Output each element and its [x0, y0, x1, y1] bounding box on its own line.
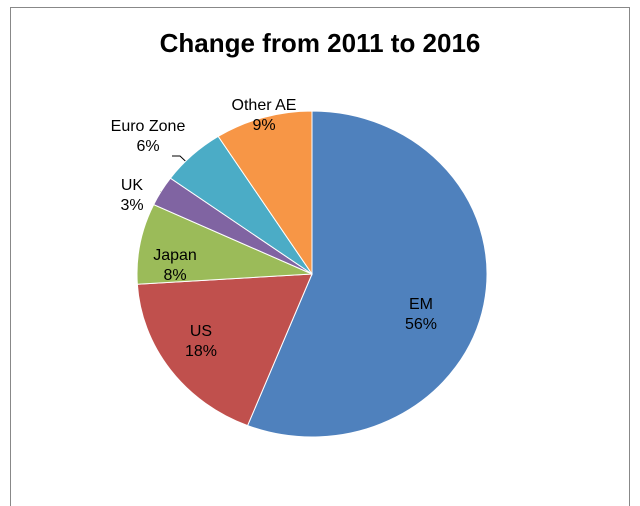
chart-title: Change from 2011 to 2016 — [160, 28, 481, 58]
slice-label: Other AE — [232, 97, 297, 114]
pie-slice — [136, 273, 313, 427]
slice-label: Euro Zone — [111, 118, 186, 135]
slice-label: US — [190, 323, 212, 340]
slice-value-label: 8% — [163, 267, 186, 284]
slice-value-label: 9% — [252, 117, 275, 134]
slice-value-label: 18% — [185, 343, 217, 360]
slice-value-label: 3% — [120, 197, 143, 214]
slice-label: EM — [409, 296, 433, 313]
slice-value-label: 56% — [405, 316, 437, 333]
slice-label: Japan — [153, 247, 197, 264]
slice-label: UK — [121, 177, 144, 194]
pie-slice — [246, 110, 488, 438]
pie-slice — [217, 110, 313, 276]
slice-value-label: 6% — [136, 138, 159, 155]
